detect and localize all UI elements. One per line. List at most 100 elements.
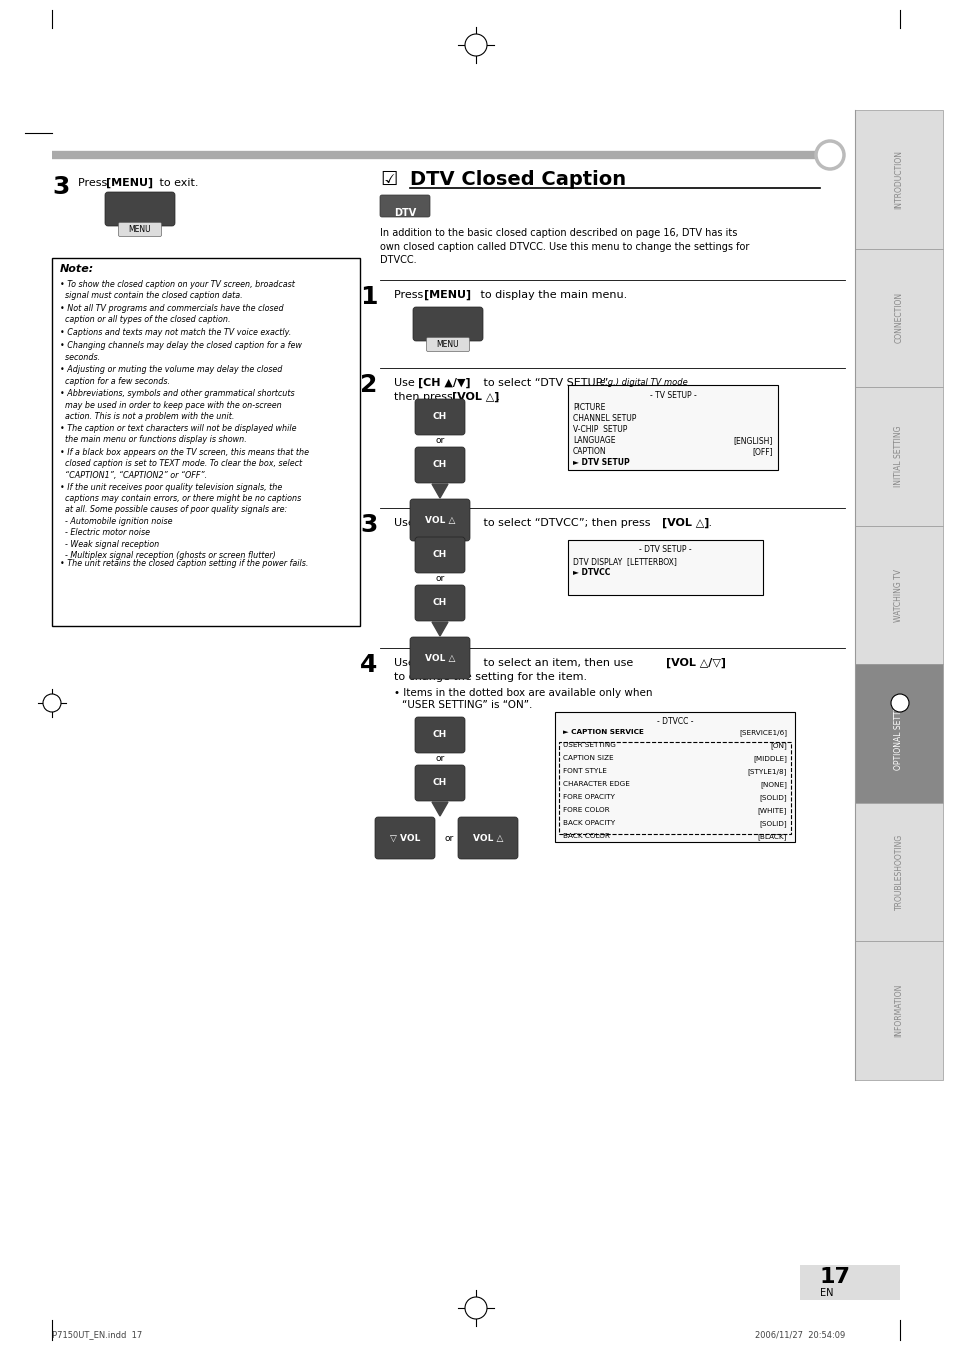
Text: 2006/11/27  20:54:09: 2006/11/27 20:54:09	[754, 1329, 844, 1339]
Bar	[854, 526, 942, 665]
Text: [ENGLISH]: [ENGLISH]	[733, 436, 772, 444]
FancyBboxPatch shape	[415, 536, 464, 573]
Text: [OFF]: [OFF]	[752, 447, 772, 457]
Text: MENU: MENU	[129, 226, 152, 234]
Text: 17: 17	[820, 1267, 850, 1288]
Text: • Items in the dotted box are available only when: • Items in the dotted box are available …	[394, 688, 652, 698]
Text: LANGUAGE: LANGUAGE	[573, 436, 615, 444]
Text: - TV SETUP -: - TV SETUP -	[649, 390, 696, 400]
FancyBboxPatch shape	[413, 307, 482, 340]
Text: to select “DTVCC”; then press: to select “DTVCC”; then press	[479, 517, 654, 528]
Text: Press: Press	[394, 290, 426, 300]
Text: Press: Press	[78, 178, 111, 188]
FancyBboxPatch shape	[410, 638, 470, 680]
Circle shape	[464, 34, 486, 55]
Circle shape	[43, 694, 61, 712]
Text: [WHITE]: [WHITE]	[757, 807, 786, 813]
Bar	[854, 942, 942, 1079]
Text: USER SETTING: USER SETTING	[562, 742, 616, 748]
Polygon shape	[432, 802, 448, 816]
Bar	[854, 802, 942, 942]
Text: to exit.: to exit.	[156, 178, 198, 188]
Bar	[555, 712, 794, 842]
Text: [VOL △]: [VOL △]	[452, 392, 498, 403]
Text: or: or	[435, 574, 444, 584]
FancyBboxPatch shape	[415, 765, 464, 801]
Text: 3: 3	[52, 176, 70, 199]
Text: VOL △: VOL △	[424, 654, 455, 663]
Circle shape	[890, 694, 908, 712]
Text: • Abbreviations, symbols and other grammatical shortcuts
  may be used in order : • Abbreviations, symbols and other gramm…	[60, 389, 294, 422]
Text: - DTV SETUP -: - DTV SETUP -	[638, 544, 691, 554]
Text: then press: then press	[394, 392, 456, 403]
Text: VOL △: VOL △	[473, 834, 502, 843]
Text: [MENU]: [MENU]	[106, 178, 153, 188]
Text: CH: CH	[433, 412, 447, 422]
Text: In addition to the basic closed caption described on page 16, DTV has its
own cl: In addition to the basic closed caption …	[379, 228, 749, 265]
Text: CH: CH	[433, 459, 447, 469]
Bar	[854, 249, 942, 388]
Bar	[567, 385, 778, 470]
Text: FORE COLOR: FORE COLOR	[562, 807, 609, 813]
Text: [CH ▲/▼]: [CH ▲/▼]	[417, 658, 470, 669]
Text: Use: Use	[394, 517, 417, 528]
Text: or: or	[435, 436, 444, 444]
Text: DTV Closed Caption: DTV Closed Caption	[410, 170, 625, 189]
FancyBboxPatch shape	[426, 338, 469, 351]
Text: Note:: Note:	[60, 263, 94, 274]
Text: [ON]: [ON]	[769, 742, 786, 748]
Text: CAPTION: CAPTION	[573, 447, 606, 457]
Text: • If a black box appears on the TV screen, this means that the
  closed caption : • If a black box appears on the TV scree…	[60, 449, 309, 480]
Text: • Captions and texts may not match the TV voice exactly.: • Captions and texts may not match the T…	[60, 328, 291, 336]
Text: ► CAPTION SERVICE: ► CAPTION SERVICE	[562, 730, 643, 735]
Bar	[558, 742, 790, 834]
Text: to select “DTV SETUP”,: to select “DTV SETUP”,	[479, 378, 611, 388]
Text: CAPTION SIZE: CAPTION SIZE	[562, 755, 613, 761]
Text: MENU: MENU	[436, 340, 458, 349]
Text: [CH ▲/▼]: [CH ▲/▼]	[417, 517, 470, 528]
Text: [MIDDLE]: [MIDDLE]	[752, 755, 786, 762]
Bar	[854, 388, 942, 526]
Text: P7150UT_EN.indd  17: P7150UT_EN.indd 17	[52, 1329, 142, 1339]
Text: FONT STYLE: FONT STYLE	[562, 767, 606, 774]
Text: CHARACTER EDGE: CHARACTER EDGE	[562, 781, 629, 788]
Text: • If the unit receives poor quality television signals, the
  captions may conta: • If the unit receives poor quality tele…	[60, 482, 301, 561]
Text: • Changing channels may delay the closed caption for a few
  seconds.: • Changing channels may delay the closed…	[60, 342, 301, 362]
Text: or: or	[444, 834, 454, 843]
Text: [VOL △/▽]: [VOL △/▽]	[665, 658, 725, 669]
FancyBboxPatch shape	[410, 499, 470, 540]
Text: [NONE]: [NONE]	[760, 781, 786, 788]
FancyBboxPatch shape	[415, 447, 464, 484]
Text: VOL △: VOL △	[424, 516, 455, 526]
Text: • Adjusting or muting the volume may delay the closed
  caption for a few second: • Adjusting or muting the volume may del…	[60, 366, 282, 386]
Circle shape	[815, 141, 843, 169]
Text: INITIAL SETTING: INITIAL SETTING	[894, 426, 902, 488]
Text: • To show the closed caption on your TV screen, broadcast
  signal must contain : • To show the closed caption on your TV …	[60, 280, 294, 300]
Text: e.g.) digital TV mode: e.g.) digital TV mode	[599, 378, 687, 386]
FancyBboxPatch shape	[415, 399, 464, 435]
Text: [SOLID]: [SOLID]	[759, 820, 786, 827]
Text: CH: CH	[433, 550, 447, 559]
Text: 4: 4	[359, 653, 377, 677]
Text: BACK COLOR: BACK COLOR	[562, 834, 609, 839]
Text: FORE OPACITY: FORE OPACITY	[562, 794, 615, 800]
Text: 2: 2	[359, 373, 377, 397]
Text: CH: CH	[433, 730, 447, 739]
Text: PICTURE: PICTURE	[573, 403, 605, 412]
Text: to display the main menu.: to display the main menu.	[476, 290, 626, 300]
Text: CONNECTION: CONNECTION	[894, 292, 902, 343]
FancyBboxPatch shape	[457, 817, 517, 859]
FancyBboxPatch shape	[105, 192, 174, 226]
FancyBboxPatch shape	[415, 717, 464, 753]
Text: [CH ▲/▼]: [CH ▲/▼]	[417, 378, 470, 388]
Text: • Not all TV programs and commercials have the closed
  caption or all types of : • Not all TV programs and commercials ha…	[60, 304, 283, 324]
Text: • The caption or text characters will not be displayed while
  the main menu or : • The caption or text characters will no…	[60, 424, 296, 444]
FancyBboxPatch shape	[375, 817, 435, 859]
Text: ☑: ☑	[379, 170, 397, 189]
Text: 1: 1	[359, 285, 377, 309]
Bar	[854, 109, 942, 249]
Text: INTRODUCTION: INTRODUCTION	[894, 150, 902, 209]
Text: OPTIONAL SETTING: OPTIONAL SETTING	[894, 697, 902, 770]
Circle shape	[464, 1297, 486, 1319]
Polygon shape	[432, 484, 448, 499]
